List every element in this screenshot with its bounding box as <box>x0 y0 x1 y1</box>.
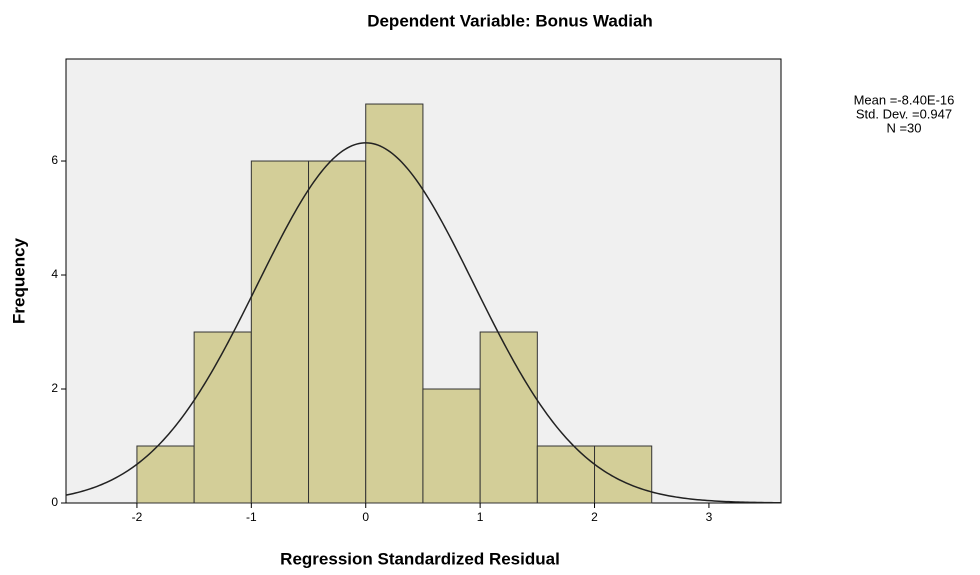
bar <box>365 103 424 504</box>
chart-title: Dependent Variable: Bonus Wadiah <box>367 11 653 30</box>
y-tick-label: 4 <box>51 267 58 281</box>
x-tick-label: 3 <box>706 510 713 524</box>
bar <box>308 160 367 504</box>
y-axis-label: Frequency <box>9 237 28 324</box>
bar <box>250 160 310 504</box>
y-tick-label: 6 <box>51 153 58 167</box>
x-axis-label: Regression Standardized Residual <box>280 549 560 568</box>
x-tick-label: 2 <box>591 510 598 524</box>
bar <box>422 388 481 504</box>
x-tick-label: 0 <box>362 510 369 524</box>
x-tick-label: -1 <box>246 510 257 524</box>
bar <box>193 331 252 504</box>
bar <box>594 445 653 504</box>
x-tick-label: -2 <box>132 510 143 524</box>
stats-label: Std. Dev. =0.947 <box>856 106 952 121</box>
bar <box>479 331 538 504</box>
y-tick-label: 2 <box>51 381 58 395</box>
bar <box>136 445 195 504</box>
x-tick-label: 1 <box>477 510 484 524</box>
normal-curve <box>65 142 782 504</box>
bar <box>536 445 596 504</box>
y-tick-label: 0 <box>51 495 58 509</box>
stats-label: N =30 <box>886 120 921 135</box>
stats-label: Mean =-8.40E-16 <box>854 92 955 107</box>
